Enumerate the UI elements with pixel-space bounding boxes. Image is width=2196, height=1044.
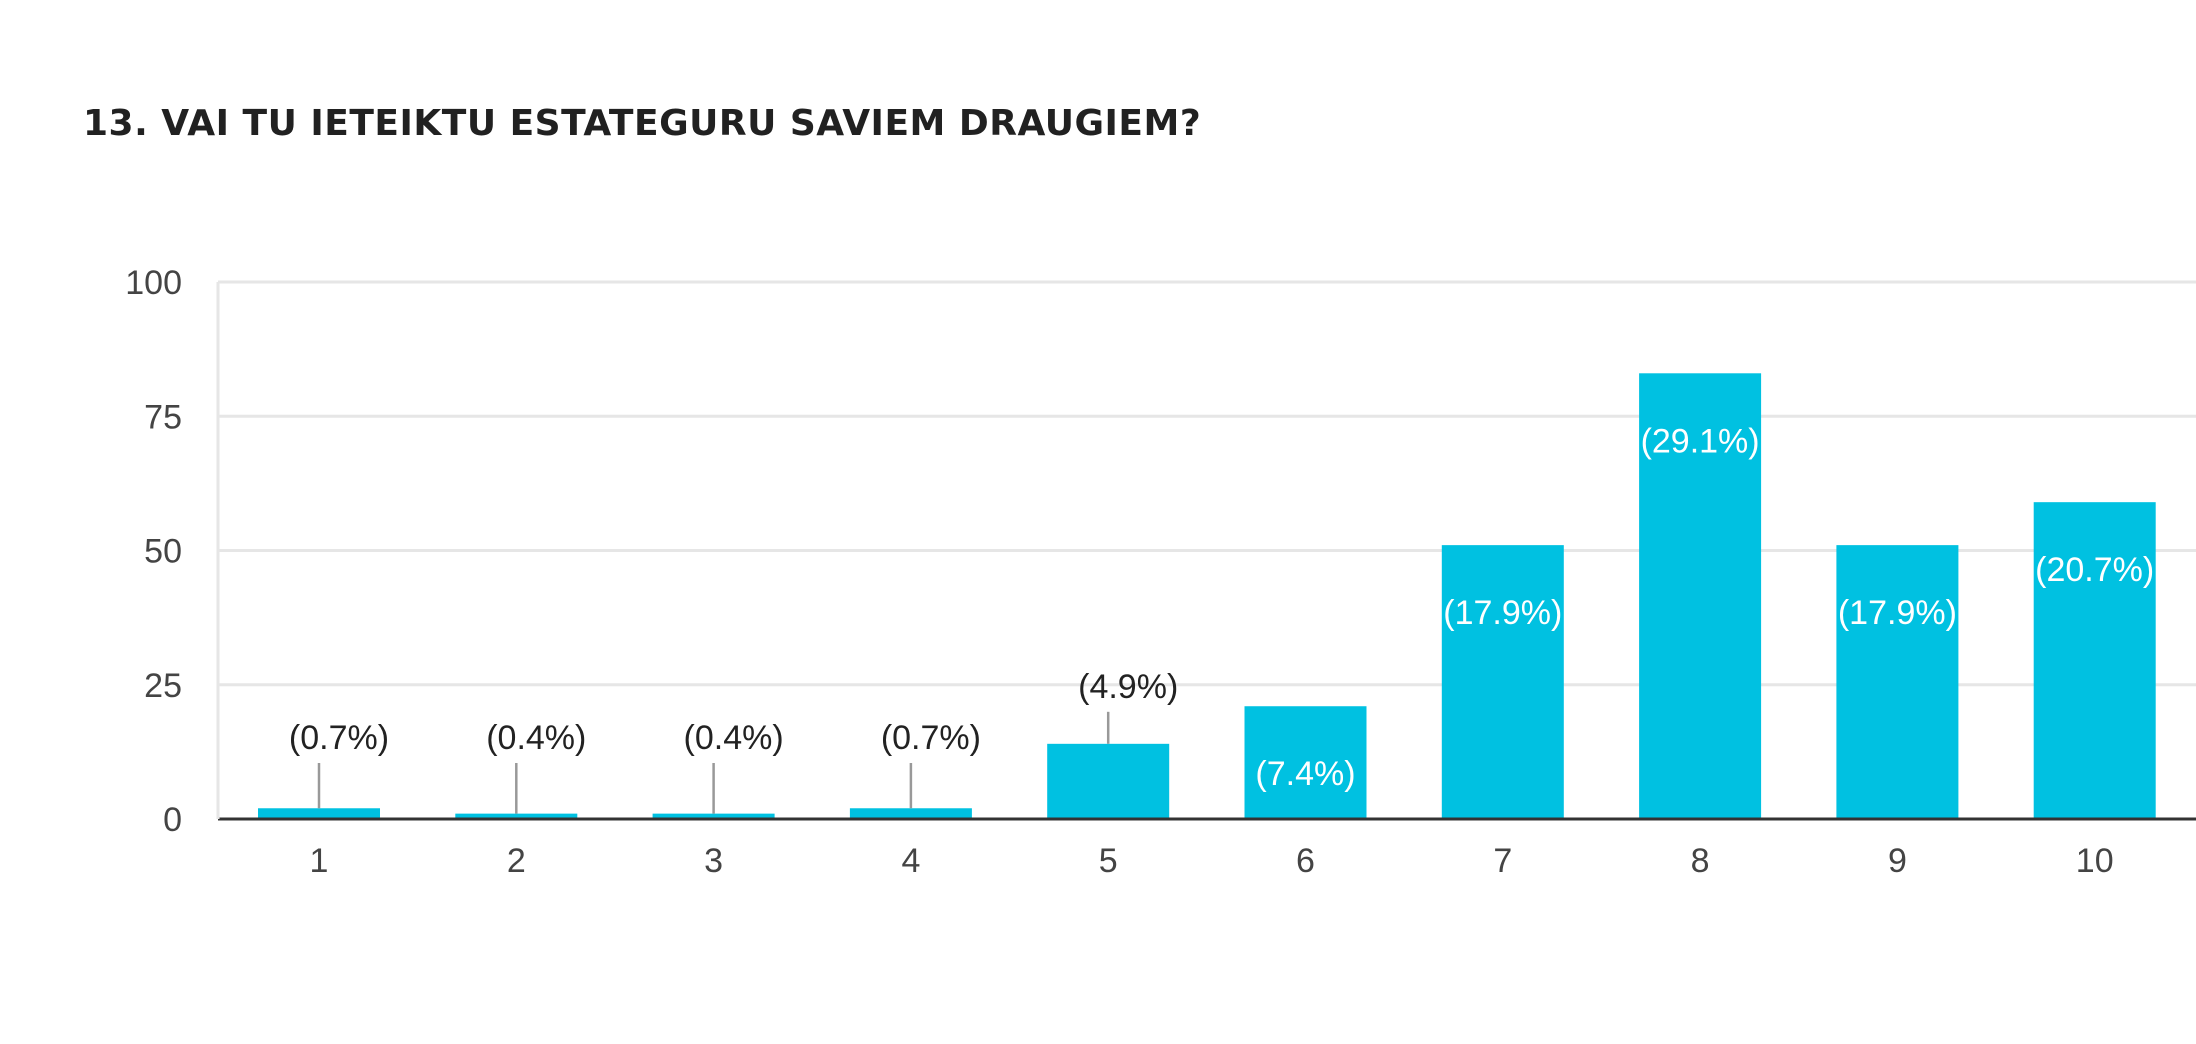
x-tick-label: 1 <box>310 842 329 880</box>
x-tick-label: 10 <box>2076 842 2114 880</box>
data-label: (29.1%) <box>1641 422 1760 460</box>
data-label: (0.7%) <box>289 719 389 757</box>
data-labels: (0.7%) (0.4%) (0.4%) (0.7%) (4.9%) (7.4%) (17.… <box>289 422 2154 793</box>
bar[interactable] <box>1836 545 1959 819</box>
x-axis-ticks: 1 2 3 4 5 6 7 8 9 10 <box>310 842 2114 880</box>
bar[interactable] <box>2033 502 2156 819</box>
bar[interactable] <box>1441 545 1564 819</box>
label-leaders <box>317 711 1110 814</box>
bar[interactable] <box>1047 743 1170 819</box>
x-tick-label: 9 <box>1888 842 1907 880</box>
x-tick-label: 3 <box>704 842 723 880</box>
x-tick-label: 8 <box>1691 842 1710 880</box>
bar[interactable] <box>455 813 578 819</box>
chart-title: 13. VAI TU IETEIKTU ESTATEGURU SAVIEM DR… <box>83 103 1202 144</box>
data-label: (0.4%) <box>486 719 586 757</box>
x-tick-label: 2 <box>507 842 526 880</box>
x-tick-label: 5 <box>1099 842 1118 880</box>
data-label: (7.4%) <box>1255 755 1355 793</box>
data-label: (17.9%) <box>1838 594 1957 632</box>
data-label: (20.7%) <box>2035 551 2154 589</box>
bar[interactable] <box>1244 706 1367 819</box>
data-label: (17.9%) <box>1443 594 1562 632</box>
y-tick-label: 100 <box>125 264 182 302</box>
y-tick-label: 75 <box>144 398 182 436</box>
y-tick-label: 50 <box>144 533 182 571</box>
data-label: (4.9%) <box>1078 668 1178 706</box>
data-label: (0.7%) <box>881 719 981 757</box>
y-axis-ticks: 0 25 50 75 100 <box>125 264 182 839</box>
bar[interactable] <box>258 808 380 819</box>
y-tick-label: 0 <box>163 801 182 839</box>
data-label: (0.4%) <box>684 719 784 757</box>
x-tick-label: 4 <box>901 842 920 880</box>
y-tick-label: 25 <box>144 667 182 705</box>
bar[interactable] <box>849 808 972 819</box>
bar[interactable] <box>652 813 775 819</box>
bar[interactable] <box>1639 373 1762 819</box>
bars <box>258 373 2156 819</box>
x-tick-label: 7 <box>1493 842 1512 880</box>
x-tick-label: 6 <box>1296 842 1315 880</box>
